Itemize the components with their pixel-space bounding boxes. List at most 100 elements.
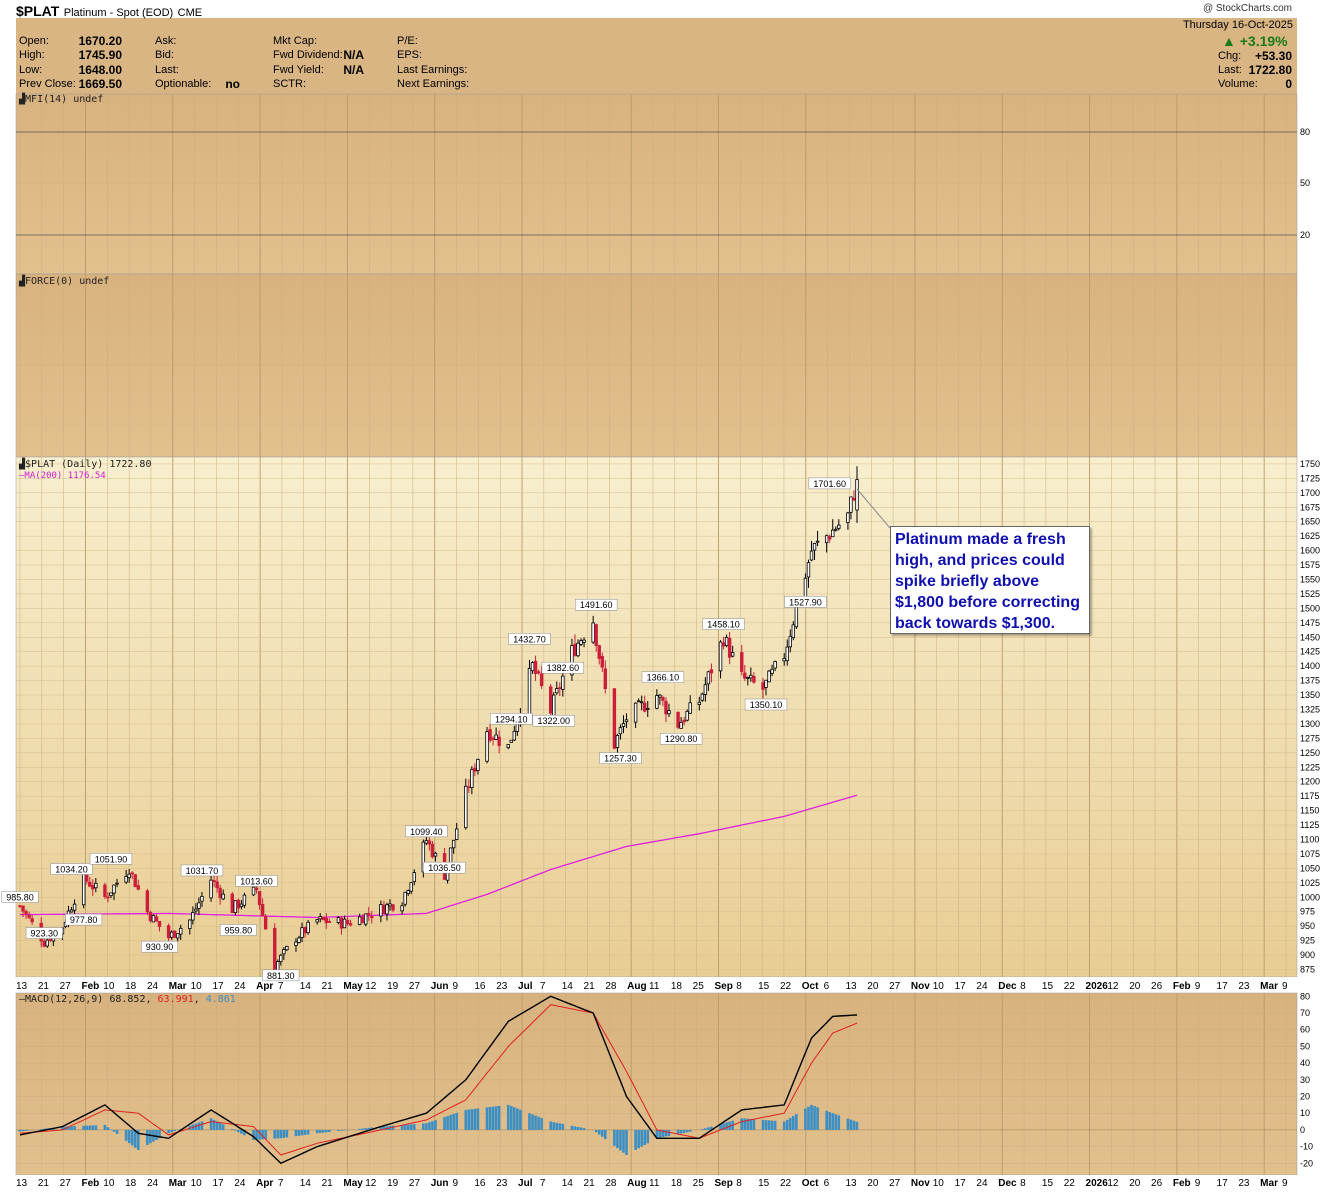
candle-body: [137, 886, 140, 890]
candle-body: [22, 906, 25, 911]
candle-body: [113, 885, 116, 893]
macd-hist-bar: [240, 1130, 243, 1134]
macd-hist-bar: [364, 1128, 367, 1130]
price-tick-label: 900: [1300, 950, 1315, 960]
x-tick-label: 12: [365, 981, 377, 992]
macd-hist-bar: [495, 1106, 498, 1130]
price-annotation: 1036.50: [424, 862, 466, 873]
annotation-label: 977.80: [70, 915, 98, 925]
price-annotation: 1099.40: [405, 826, 447, 837]
macd-hist-bar: [328, 1130, 331, 1132]
candle-body: [428, 841, 431, 844]
macd-hist-bar: [804, 1109, 807, 1130]
x-tick-label: 13: [845, 1178, 857, 1189]
x-tick-label: 15: [758, 981, 770, 992]
macd-hist-bar: [219, 1123, 222, 1130]
bid-label: Bid:: [155, 49, 174, 61]
macd-hist-bar: [22, 1130, 25, 1131]
macd-hist-bar: [134, 1130, 137, 1148]
price-pane: [16, 457, 1297, 977]
macd-hist-bar: [789, 1118, 792, 1130]
candle-body: [783, 658, 786, 660]
candle-body: [677, 712, 680, 727]
ask-label: Ask:: [155, 35, 176, 47]
candle-body: [243, 895, 246, 905]
price-annotation: 923.30: [26, 928, 62, 939]
candle-body: [549, 687, 552, 713]
candle-body: [813, 543, 816, 550]
annotation-label: 1051.90: [95, 854, 128, 864]
candle-body: [358, 917, 361, 925]
candle-body: [531, 663, 534, 671]
macd-hist-bar: [307, 1130, 310, 1135]
macd-hist-bar: [295, 1130, 298, 1136]
x-tick-label: 25: [693, 981, 705, 992]
macd-hist-bar: [828, 1112, 831, 1130]
candle-body: [210, 880, 213, 898]
price-annotation: 1031.70: [181, 865, 223, 876]
macd-hist-bar: [198, 1123, 201, 1130]
x-tick-label: 14: [562, 1178, 574, 1189]
annotation-label: 1382.60: [547, 663, 580, 673]
macd-hist-bar: [446, 1116, 449, 1130]
mfi-tick-label: 20: [1300, 230, 1310, 240]
candle-body: [240, 904, 243, 906]
macd-hist-bar: [637, 1130, 640, 1148]
candle-body: [307, 922, 310, 932]
macd-hist-bar: [340, 1130, 343, 1131]
candle-body: [43, 941, 46, 946]
price-label: ▟$PLAT (Daily) 1722.80: [19, 459, 151, 470]
annotation-label: 1366.10: [647, 673, 680, 683]
candle-body: [280, 955, 283, 961]
macd-hist-bar: [513, 1107, 516, 1130]
candle-body: [486, 732, 489, 762]
macd-hist-bar: [434, 1120, 437, 1130]
x-tick-label: Feb: [81, 981, 99, 992]
macd-hist-bar: [725, 1122, 728, 1130]
annotation-label: 1458.10: [707, 620, 740, 630]
x-tick-label: 23: [496, 981, 508, 992]
candle-body: [704, 685, 707, 695]
macd-hist-bar: [689, 1130, 692, 1132]
macd-hist-bar: [276, 1130, 279, 1139]
x-tick-label: Aug: [627, 1178, 646, 1189]
candle-body: [404, 892, 407, 904]
price-tick-label: 1350: [1300, 690, 1320, 700]
candle-body: [216, 882, 219, 888]
price-tick-label: 1400: [1300, 661, 1320, 671]
annotation-label: 1701.60: [813, 479, 846, 489]
ma-legend: —MA(200) 1176.54: [19, 471, 106, 481]
x-tick-label: 10: [103, 981, 115, 992]
macd-tick-label: -20: [1300, 1158, 1313, 1168]
candle-body: [552, 695, 555, 715]
annotation-label: 1294.10: [495, 714, 528, 724]
candle-body: [149, 912, 152, 920]
candle-body: [179, 928, 182, 934]
candle-body: [273, 928, 276, 970]
candle-body: [319, 917, 322, 919]
macd-hist-bar: [856, 1122, 859, 1130]
price-tick-label: 1250: [1300, 748, 1320, 758]
signal-value: 63.991: [158, 994, 194, 1005]
candle-body: [316, 920, 319, 922]
candle-body: [477, 759, 480, 770]
candle-body: [158, 921, 161, 926]
x-tick-label: Jul: [518, 981, 533, 992]
macd-hist-bar: [431, 1121, 434, 1130]
chg-value: +53.30: [1240, 49, 1292, 63]
candle-body: [167, 926, 170, 938]
candle-body: [304, 927, 307, 932]
candle-body: [574, 644, 577, 655]
candle-body: [534, 661, 537, 673]
x-tick-label: 2026: [1086, 1178, 1109, 1189]
open-label: Open:: [19, 35, 49, 47]
price-tick-label: 1700: [1300, 488, 1320, 498]
candle-body: [659, 695, 662, 697]
x-tick-label: 20: [867, 1178, 879, 1189]
macd-hist-bar: [73, 1126, 76, 1130]
macd-hist-bar: [146, 1130, 149, 1145]
last-price-label: Last:: [1218, 64, 1242, 76]
candle-body: [361, 917, 364, 923]
candle-body: [850, 497, 853, 512]
price-annotation: 1366.10: [642, 672, 684, 683]
